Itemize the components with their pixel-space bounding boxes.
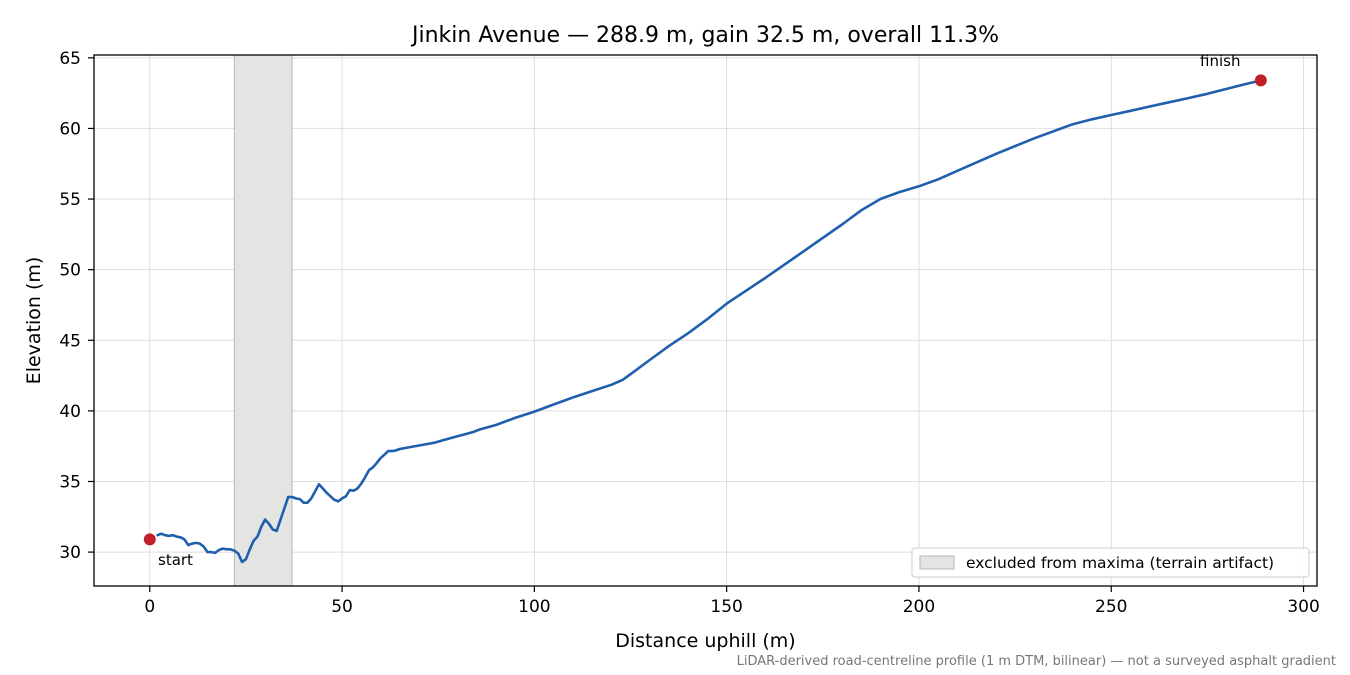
y-axis-ticks: 30 35 40 45 50 55 60 65: [59, 49, 94, 563]
plot-area: [143, 74, 1267, 564]
x-tick-label: 200: [903, 597, 935, 617]
y-axis-label: Elevation (m): [23, 257, 45, 385]
y-tick-label: 45: [59, 331, 81, 351]
legend-box: [911, 547, 1310, 578]
start-label: start: [158, 551, 193, 569]
y-tick-label: 35: [59, 472, 81, 492]
grid-lines: [94, 55, 1317, 586]
start-marker: [143, 533, 156, 546]
y-tick-label: 30: [59, 543, 81, 563]
chart-title: Jinkin Avenue — 288.9 m, gain 32.5 m, ov…: [410, 23, 999, 48]
x-tick-label: 150: [710, 597, 742, 617]
axes-frame: [93, 54, 1318, 587]
footnote: LiDAR-derived road-centreline profile (1…: [737, 654, 1336, 669]
legend: excluded from maxima (terrain artifact): [911, 547, 1310, 578]
x-axis-ticks: 0 50 100 150 200 250 300: [144, 586, 1320, 617]
x-tick-label: 50: [331, 597, 353, 617]
x-axis-label: Distance uphill (m): [615, 630, 795, 652]
elevation-line: [156, 79, 1263, 564]
y-tick-label: 40: [59, 402, 81, 422]
finish-label: finish: [1200, 52, 1240, 70]
x-tick-label: 300: [1287, 597, 1319, 617]
excluded-band: [233, 54, 293, 587]
x-tick-label: 100: [518, 597, 550, 617]
y-tick-label: 55: [59, 190, 81, 210]
y-tick-label: 65: [59, 49, 81, 69]
x-tick-label: 250: [1095, 597, 1127, 617]
y-tick-label: 50: [59, 261, 81, 281]
legend-label: excluded from maxima (terrain artifact): [966, 554, 1274, 572]
x-tick-label: 0: [144, 597, 155, 617]
finish-marker: [1254, 74, 1267, 87]
legend-swatch: [919, 555, 955, 570]
y-tick-label: 60: [59, 119, 81, 139]
